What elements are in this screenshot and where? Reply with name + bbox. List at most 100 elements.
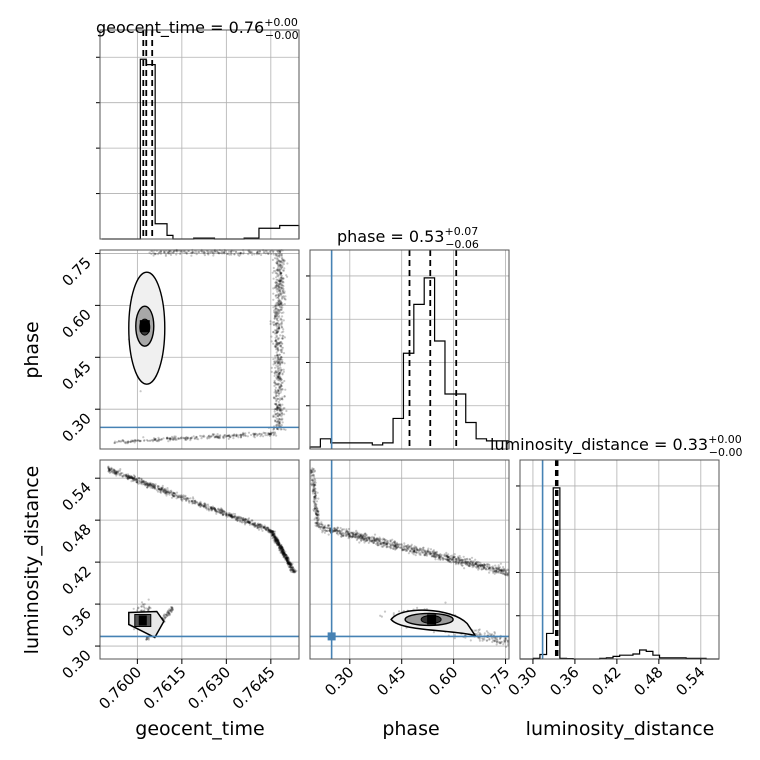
sample-point [279, 385, 282, 389]
sample-point [277, 289, 280, 292]
sample-point [495, 566, 498, 569]
sample-point [118, 472, 121, 475]
sample-point [175, 494, 178, 498]
sample-point [199, 434, 202, 437]
sample-point [276, 287, 279, 291]
sample-point [210, 435, 213, 438]
x-tick-label: 0.48 [630, 663, 666, 699]
sample-point [191, 251, 194, 254]
sample-point [153, 487, 156, 490]
sample-point [312, 474, 315, 477]
sample-point [277, 383, 280, 386]
sample-point [217, 510, 220, 514]
sample-point [269, 250, 272, 253]
sample-point [239, 253, 242, 256]
sample-point [279, 423, 282, 426]
sample-point [129, 440, 132, 444]
sample-point [277, 404, 280, 407]
sample-point [273, 379, 276, 382]
sample-point [354, 536, 357, 539]
sample-point [499, 569, 502, 572]
sample-point [160, 486, 163, 489]
sample-point [272, 396, 275, 399]
sample-point [239, 520, 242, 523]
sample-point [233, 515, 236, 518]
sample-point [203, 254, 206, 257]
sample-point [113, 441, 117, 445]
sample-point [274, 370, 277, 373]
sample-point [274, 305, 277, 308]
sample-point [121, 439, 124, 442]
sample-point [463, 558, 466, 561]
sample-point [278, 422, 281, 425]
sample-point [278, 397, 282, 400]
sample-point [267, 526, 270, 530]
sample-point [286, 275, 289, 278]
sample-point [172, 491, 175, 494]
sample-point [157, 436, 160, 439]
sample-point [275, 424, 278, 427]
sample-point [172, 494, 176, 498]
sample-point [164, 487, 167, 490]
sample-point [333, 526, 336, 530]
sample-point [282, 330, 285, 333]
sample-point [139, 482, 142, 485]
sample-point [280, 287, 283, 290]
sample-point [207, 507, 210, 510]
sample-point [124, 475, 127, 478]
sample-point [277, 424, 280, 427]
sample-point [272, 270, 276, 273]
sample-point [184, 498, 187, 501]
sample-point [322, 526, 325, 529]
sample-point [272, 266, 275, 270]
sample-point [210, 250, 214, 253]
sample-point [465, 558, 468, 561]
sample-point [207, 435, 210, 438]
sample-point [203, 505, 206, 508]
sample-point [275, 537, 278, 541]
sample-point [173, 436, 176, 439]
sample-point [284, 557, 287, 560]
sample-point [202, 434, 205, 437]
sample-point [281, 412, 284, 415]
sample-point [222, 513, 225, 516]
sample-point [275, 328, 278, 331]
sample-point [277, 362, 280, 365]
sample-point [497, 564, 500, 567]
sample-point [113, 471, 116, 474]
sample-point [282, 295, 285, 298]
sample-point [218, 508, 221, 511]
sample-point [131, 440, 134, 443]
sample-point [207, 253, 210, 256]
sample-point [275, 262, 279, 265]
sample-point [275, 287, 278, 290]
sample-point [199, 505, 202, 508]
sample-point [192, 499, 195, 503]
sample-point [168, 493, 171, 496]
sample-point [221, 252, 224, 255]
sample-point [503, 568, 506, 572]
sample-point [234, 512, 237, 516]
sample-point [121, 439, 125, 442]
sample-point [312, 489, 315, 493]
sample-point [277, 303, 280, 306]
sample-point [152, 487, 155, 490]
sample-point [158, 251, 161, 254]
sample-point [280, 297, 284, 300]
sample-point [279, 291, 282, 294]
sample-point [158, 439, 161, 442]
sample-point [462, 555, 465, 558]
sample-point [278, 386, 281, 389]
sample-point [281, 337, 284, 340]
sample-point [280, 320, 283, 324]
sample-point [284, 553, 287, 556]
sample-point [146, 484, 149, 488]
sample-point [152, 438, 155, 441]
sample-point [283, 395, 286, 398]
sample-point [214, 508, 217, 511]
sample-point [274, 416, 277, 419]
sample-point [278, 368, 281, 372]
sample-point [292, 570, 295, 573]
title-luminosity-distance: luminosity_distance = 0.33+0.00 −0.00 [490, 433, 743, 459]
sample-point [107, 466, 110, 469]
